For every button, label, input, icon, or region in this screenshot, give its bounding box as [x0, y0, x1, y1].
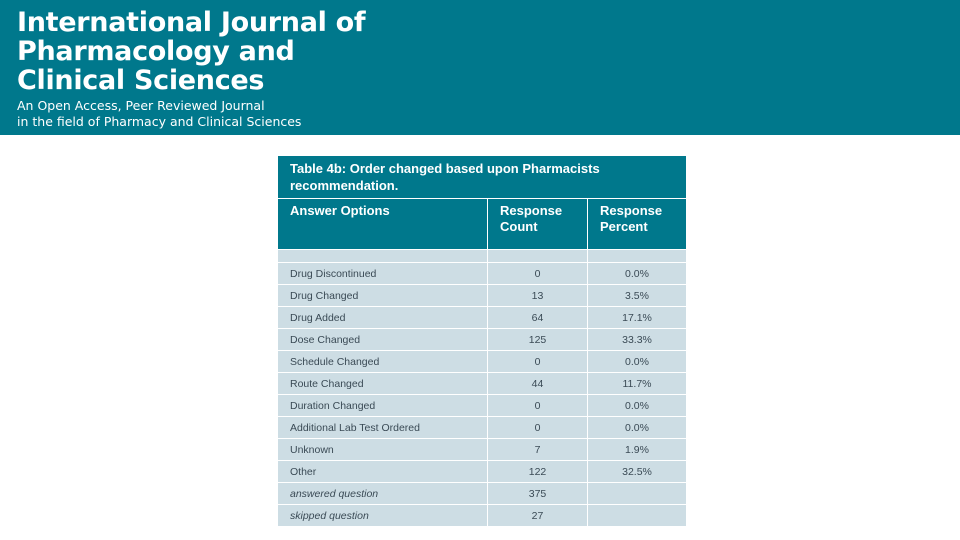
table-row: Duration Changed 0 0.0%: [277, 394, 688, 417]
response-count: 0: [487, 350, 588, 373]
response-count: 13: [487, 284, 588, 307]
answer-option: Route Changed: [277, 372, 488, 395]
column-header-response-count: Response Count: [487, 198, 588, 250]
response-count: 0: [487, 416, 588, 439]
answer-option: Dose Changed: [277, 328, 488, 351]
table-caption: Table 4b: Order changed based upon Pharm…: [276, 155, 688, 199]
empty-cell: [586, 482, 688, 505]
response-percent: 0.0%: [586, 394, 688, 417]
response-count: 0: [487, 262, 588, 285]
table-row: Unknown 7 1.9%: [277, 438, 688, 461]
response-percent: 3.5%: [586, 284, 688, 307]
response-percent: 1.9%: [586, 438, 688, 461]
table-row: Additional Lab Test Ordered 0 0.0%: [277, 416, 688, 439]
answer-option: Unknown: [277, 438, 488, 461]
answered-question-count: 375: [487, 482, 588, 505]
table-row: Drug Added 64 17.1%: [277, 306, 688, 329]
response-percent: 17.1%: [586, 306, 688, 329]
column-header-answer-options: Answer Options: [277, 198, 488, 250]
table-row: Route Changed 44 11.7%: [277, 372, 688, 395]
response-percent: 0.0%: [586, 262, 688, 285]
skipped-question-label: skipped question: [277, 504, 488, 527]
table-footer-row: answered question 375: [277, 482, 688, 505]
table-row: Other 122 32.5%: [277, 460, 688, 483]
response-percent: 11.7%: [586, 372, 688, 395]
table-row: Dose Changed 125 33.3%: [277, 328, 688, 351]
response-percent: 0.0%: [586, 350, 688, 373]
response-percent: 33.3%: [586, 328, 688, 351]
answer-option: Additional Lab Test Ordered: [277, 416, 488, 439]
table-footer-row: skipped question 27: [277, 504, 688, 527]
table-row: Drug Discontinued 0 0.0%: [277, 262, 688, 285]
skipped-question-count: 27: [487, 504, 588, 527]
answer-option: Drug Added: [277, 306, 488, 329]
response-count: 125: [487, 328, 588, 351]
response-percent: 0.0%: [586, 416, 688, 439]
journal-subtitle: An Open Access, Peer Reviewed Journal in…: [17, 98, 302, 129]
response-percent: 32.5%: [586, 460, 688, 483]
column-header-response-percent: Response Percent: [586, 198, 688, 250]
answer-option: Drug Discontinued: [277, 262, 488, 285]
response-count: 44: [487, 372, 588, 395]
response-count: 0: [487, 394, 588, 417]
journal-title: International Journal of Pharmacology an…: [17, 7, 366, 96]
table-row: Drug Changed 13 3.5%: [277, 284, 688, 307]
answer-option: Schedule Changed: [277, 350, 488, 373]
response-count: 64: [487, 306, 588, 329]
answer-option: Duration Changed: [277, 394, 488, 417]
response-table: Table 4b: Order changed based upon Pharm…: [276, 155, 688, 527]
journal-banner: International Journal of Pharmacology an…: [0, 0, 960, 135]
answer-option: Other: [277, 460, 488, 483]
empty-cell: [586, 504, 688, 527]
table-row: Schedule Changed 0 0.0%: [277, 350, 688, 373]
response-count: 7: [487, 438, 588, 461]
answer-option: Drug Changed: [277, 284, 488, 307]
answered-question-label: answered question: [277, 482, 488, 505]
response-count: 122: [487, 460, 588, 483]
